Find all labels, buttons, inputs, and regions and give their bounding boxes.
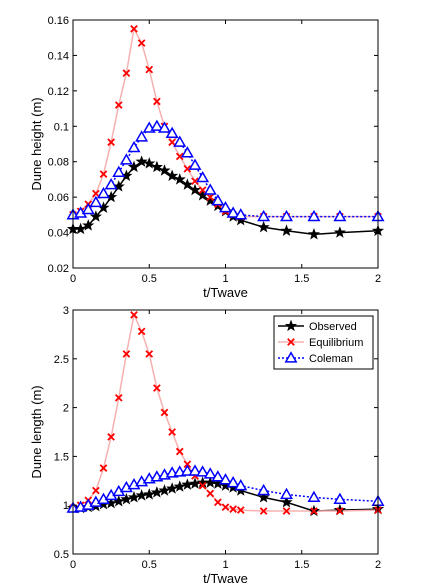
x-tick-label-length: 2 (375, 559, 381, 571)
x-tick-label-length: 1 (222, 559, 228, 571)
legend: Observed Equilibrium Coleman (274, 316, 373, 369)
x-tick-label-height: 1.5 (294, 273, 309, 285)
y-tick-label-height: 0.16 (48, 15, 69, 27)
legend-label-observed: Observed (309, 321, 357, 333)
y-tick-label-height: 0.1 (54, 121, 69, 133)
y-tick-label-length: 3 (63, 305, 69, 317)
y-tick-label-length: 1 (63, 500, 69, 512)
x-axis-label-length: t/Twave (203, 571, 248, 585)
y-tick-label-height: 0.14 (48, 50, 69, 62)
y-tick-label-length: 2 (63, 403, 69, 415)
x-tick-label-length: 0.5 (142, 559, 157, 571)
y-axis-label-height: Dune height (m) (29, 97, 44, 190)
y-tick-label-height: 0.02 (48, 263, 69, 275)
chart-height: 0 0.5 1 1.5 2 0.02 0.04 0.06 0.08 0.1 0.12 0.14 0.16… (29, 15, 383, 300)
plot-area-height (73, 20, 378, 268)
y-tick-label-height: 0.08 (48, 157, 69, 169)
x-axis-label-height: t/Twave (203, 285, 248, 300)
x-tick-label-height: 0.5 (142, 273, 157, 285)
y-tick-label-height: 0.06 (48, 192, 69, 204)
legend-label-equilibrium: Equilibrium (309, 337, 363, 349)
x-tick-label-height: 0 (70, 273, 76, 285)
y-axis-label-length: Dune length (m) (29, 385, 44, 478)
x-tick-label-height: 2 (375, 273, 381, 285)
y-tick-label-height: 0.12 (48, 86, 69, 98)
x-tick-label-height: 1 (222, 273, 228, 285)
y-tick-label-length: 1.5 (54, 451, 69, 463)
y-tick-label-height: 0.04 (48, 228, 69, 240)
x-tick-label-length: 1.5 (294, 559, 309, 571)
x-tick-label-length: 0 (70, 559, 76, 571)
y-tick-label-length: 0.5 (54, 549, 69, 561)
y-tick-label-length: 2.5 (54, 354, 69, 366)
legend-label-coleman: Coleman (309, 353, 353, 365)
